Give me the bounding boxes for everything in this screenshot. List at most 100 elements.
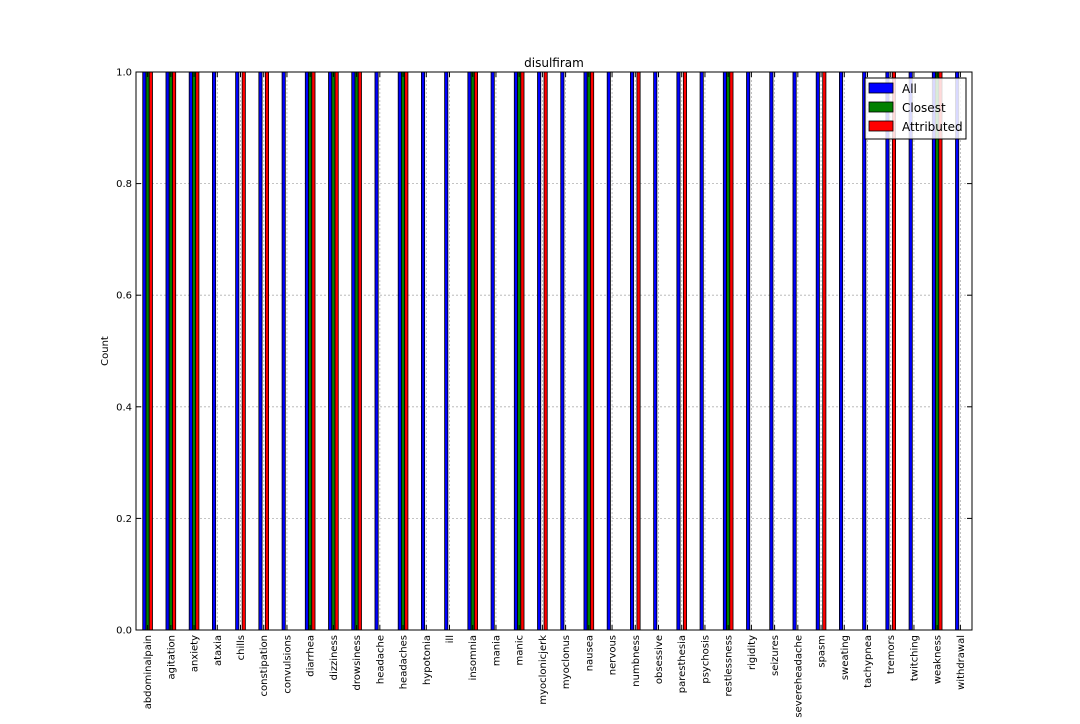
x-tick-label: drowsiness bbox=[352, 635, 363, 690]
y-tick-label: 1.0 bbox=[116, 68, 132, 79]
bar-attributed-abdominalpain bbox=[148, 71, 153, 631]
bar-all-manic bbox=[513, 71, 518, 631]
bar-attributed-numbness bbox=[636, 71, 641, 631]
x-tick-label: twitching bbox=[909, 635, 920, 681]
x-tick-label: rigidity bbox=[747, 635, 758, 670]
bar-closest-diarrhea bbox=[308, 71, 313, 631]
bar-all-numbness bbox=[630, 71, 635, 631]
x-tick-label: tremors bbox=[886, 635, 897, 674]
x-tick-label: sweating bbox=[840, 635, 851, 680]
y-axis-label: Count bbox=[100, 336, 111, 366]
legend-swatch-attributed bbox=[868, 120, 894, 132]
x-tick-label: severeheadache bbox=[793, 635, 804, 718]
legend: All Closest Attributed bbox=[864, 77, 967, 140]
bar-all-twitching bbox=[908, 71, 913, 631]
bar-closest-insomnia bbox=[470, 71, 475, 631]
chart-title: disulfiram bbox=[524, 56, 584, 70]
x-tick-label: restlessness bbox=[724, 635, 735, 696]
bar-all-abdominalpain bbox=[142, 71, 147, 631]
x-tick-label: dizziness bbox=[329, 635, 340, 680]
bar-all-insomnia bbox=[467, 71, 472, 631]
bar-attributed-anxiety bbox=[195, 71, 200, 631]
x-tick-label: chills bbox=[236, 635, 247, 660]
bar-attributed-insomnia bbox=[473, 71, 478, 631]
bar-all-myoclonus bbox=[560, 71, 565, 631]
x-tick-label: constipation bbox=[259, 635, 270, 697]
bar-all-nervous bbox=[606, 71, 611, 631]
bar-attributed-myoclonicjerk bbox=[543, 71, 548, 631]
plot-frame bbox=[135, 71, 973, 631]
bar-all-drowsiness bbox=[351, 71, 356, 631]
x-axis: abdominalpain agitation anxiety ataxia chill… bbox=[143, 72, 967, 718]
bar-all-myoclonicjerk bbox=[537, 71, 542, 631]
bar-closest-weakness bbox=[935, 71, 940, 631]
bar-all-obsessive bbox=[653, 71, 658, 631]
bar-closest-anxiety bbox=[192, 71, 197, 631]
legend-label-closest: Closest bbox=[902, 101, 946, 115]
x-tick-label: seizures bbox=[770, 635, 781, 676]
bar-all-anxiety bbox=[188, 71, 193, 631]
bar-closest-agitation bbox=[168, 71, 173, 631]
x-tick-label: myoclonicjerk bbox=[538, 635, 549, 705]
bar-all-dizziness bbox=[328, 71, 333, 631]
bar-all-paresthesia bbox=[676, 71, 681, 631]
bar-all-ataxia bbox=[212, 71, 217, 631]
x-tick-label: ill bbox=[445, 635, 456, 643]
x-tick-label: anxiety bbox=[190, 635, 201, 672]
bar-all-seizures bbox=[769, 71, 774, 631]
bar-all-headache bbox=[374, 71, 379, 631]
y-axis: 0.0 0.2 0.4 0.6 0.8 1.0 bbox=[116, 68, 972, 637]
x-tick-label: headache bbox=[375, 635, 386, 684]
x-tick-label: headaches bbox=[399, 635, 410, 689]
bar-all-headaches bbox=[397, 71, 402, 631]
bar-all-mania bbox=[490, 71, 495, 631]
x-tick-label: withdrawal bbox=[956, 635, 967, 690]
bar-all-withdrawal bbox=[955, 71, 960, 631]
legend-label-all: All bbox=[902, 82, 917, 96]
y-tick-label: 0.4 bbox=[116, 402, 132, 413]
bar-attributed-spasm bbox=[822, 71, 827, 631]
bar-attributed-drowsiness bbox=[357, 71, 362, 631]
bar-attributed-manic bbox=[520, 71, 525, 631]
bar-all-ill bbox=[444, 71, 449, 631]
legend-swatch-closest bbox=[868, 101, 894, 113]
bar-attributed-agitation bbox=[172, 71, 177, 631]
bar-attributed-nausea bbox=[590, 71, 595, 631]
bar-all-severeheadache bbox=[792, 71, 797, 631]
bar-attributed-diarrhea bbox=[311, 71, 316, 631]
x-tick-label: weakness bbox=[933, 635, 944, 684]
x-tick-label: numbness bbox=[631, 635, 642, 687]
bar-closest-restlessness bbox=[726, 71, 731, 631]
x-tick-label: spasm bbox=[817, 635, 828, 668]
bar-all-tachypnea bbox=[862, 71, 867, 631]
legend-swatch-all bbox=[868, 82, 894, 94]
bar-all-convulsions bbox=[281, 71, 286, 631]
bar-all-restlessness bbox=[722, 71, 727, 631]
x-tick-label: mania bbox=[491, 635, 502, 666]
bar-all-chills bbox=[235, 71, 240, 631]
bar-closest-drowsiness bbox=[354, 71, 359, 631]
y-tick-label: 0.6 bbox=[116, 291, 132, 302]
bar-attributed-headaches bbox=[404, 71, 409, 631]
y-tick-label: 0.0 bbox=[116, 626, 132, 637]
legend-label-attributed: Attributed bbox=[902, 120, 963, 134]
y-tick-label: 0.8 bbox=[116, 179, 132, 190]
bar-attributed-tremors bbox=[891, 71, 896, 631]
bar-attributed-weakness bbox=[938, 71, 943, 631]
x-tick-label: diarrhea bbox=[306, 635, 317, 677]
x-tick-label: myoclonus bbox=[561, 635, 572, 689]
x-tick-label: obsessive bbox=[654, 635, 665, 684]
bar-all-weakness bbox=[931, 71, 936, 631]
bar-all-psychosis bbox=[699, 71, 704, 631]
bar-closest-dizziness bbox=[331, 71, 336, 631]
x-tick-label: manic bbox=[515, 635, 526, 665]
bar-closest-headaches bbox=[401, 71, 406, 631]
x-tick-label: ataxia bbox=[213, 635, 224, 666]
bar-attributed-dizziness bbox=[334, 71, 339, 631]
x-tick-label: psychosis bbox=[700, 635, 711, 684]
bar-attributed-paresthesia bbox=[682, 71, 687, 631]
bar-all-constipation bbox=[258, 71, 263, 631]
x-tick-label: tachypnea bbox=[863, 635, 874, 688]
